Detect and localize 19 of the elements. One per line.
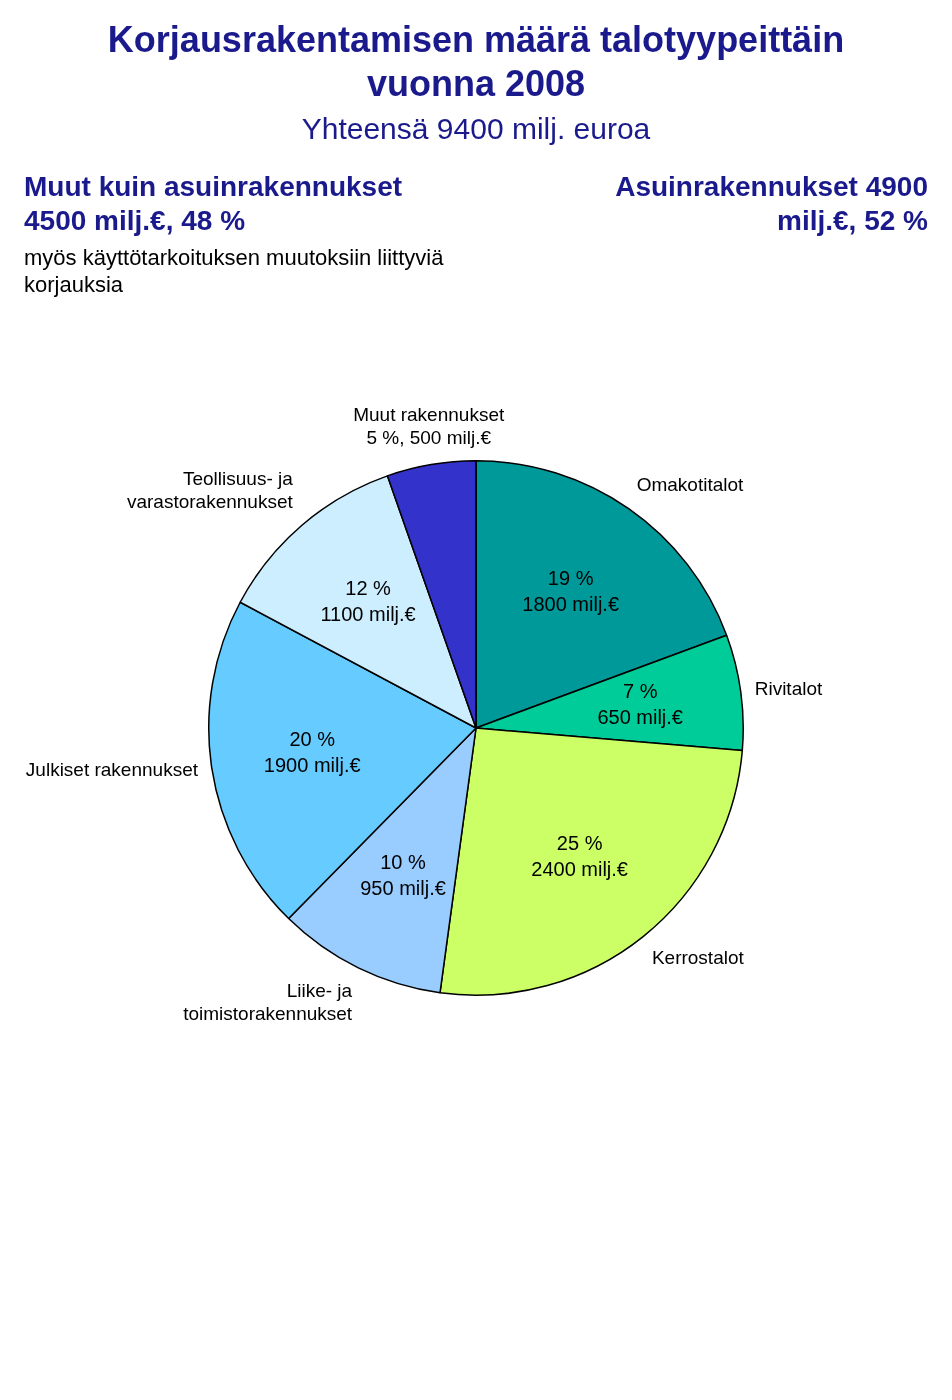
slice-label: Liike- ja toimistorakennukset (183, 980, 353, 1025)
data-label: 25 % 2400 milj.€ (531, 831, 628, 880)
slice-label: Kerrostalot (651, 947, 745, 969)
text: Asuinrakennukset 4900 milj.€, 52 % (614, 170, 928, 238)
slice-label: Omakotitalot (636, 473, 745, 495)
text: Muut kuin asuinrakennukset 4500 milj.€, 48 % (24, 170, 404, 238)
data-label: 20 % 1900 milj.€ (263, 727, 361, 776)
data-label: 12 % 1100 milj.€ (320, 576, 416, 625)
slice-label: Muut rakennukset (353, 404, 505, 426)
data-label: 7 % 650 milj.€ (597, 680, 683, 729)
chart-title: Korjausrakentamisen määrä talotyypeittäin vuonna 2008 (106, 18, 846, 106)
data-label: 10 % 950 milj.€ (360, 851, 446, 900)
slice-label: Rivitalot (754, 678, 823, 700)
chart-subtitle: Yhteensä 9400 milj. euroa (300, 112, 652, 146)
slice-label: Julkiset rakennukset (25, 758, 199, 780)
slice-label: Teollisuus- ja varastorakennukset (126, 468, 294, 513)
text: myös käyttötarkoituksen muutoksiin liittyviä korjauksia (24, 245, 445, 298)
data-label: 19 % 1800 milj.€ (522, 566, 620, 615)
data-label: 5 %, 500 milj.€ (366, 427, 492, 449)
